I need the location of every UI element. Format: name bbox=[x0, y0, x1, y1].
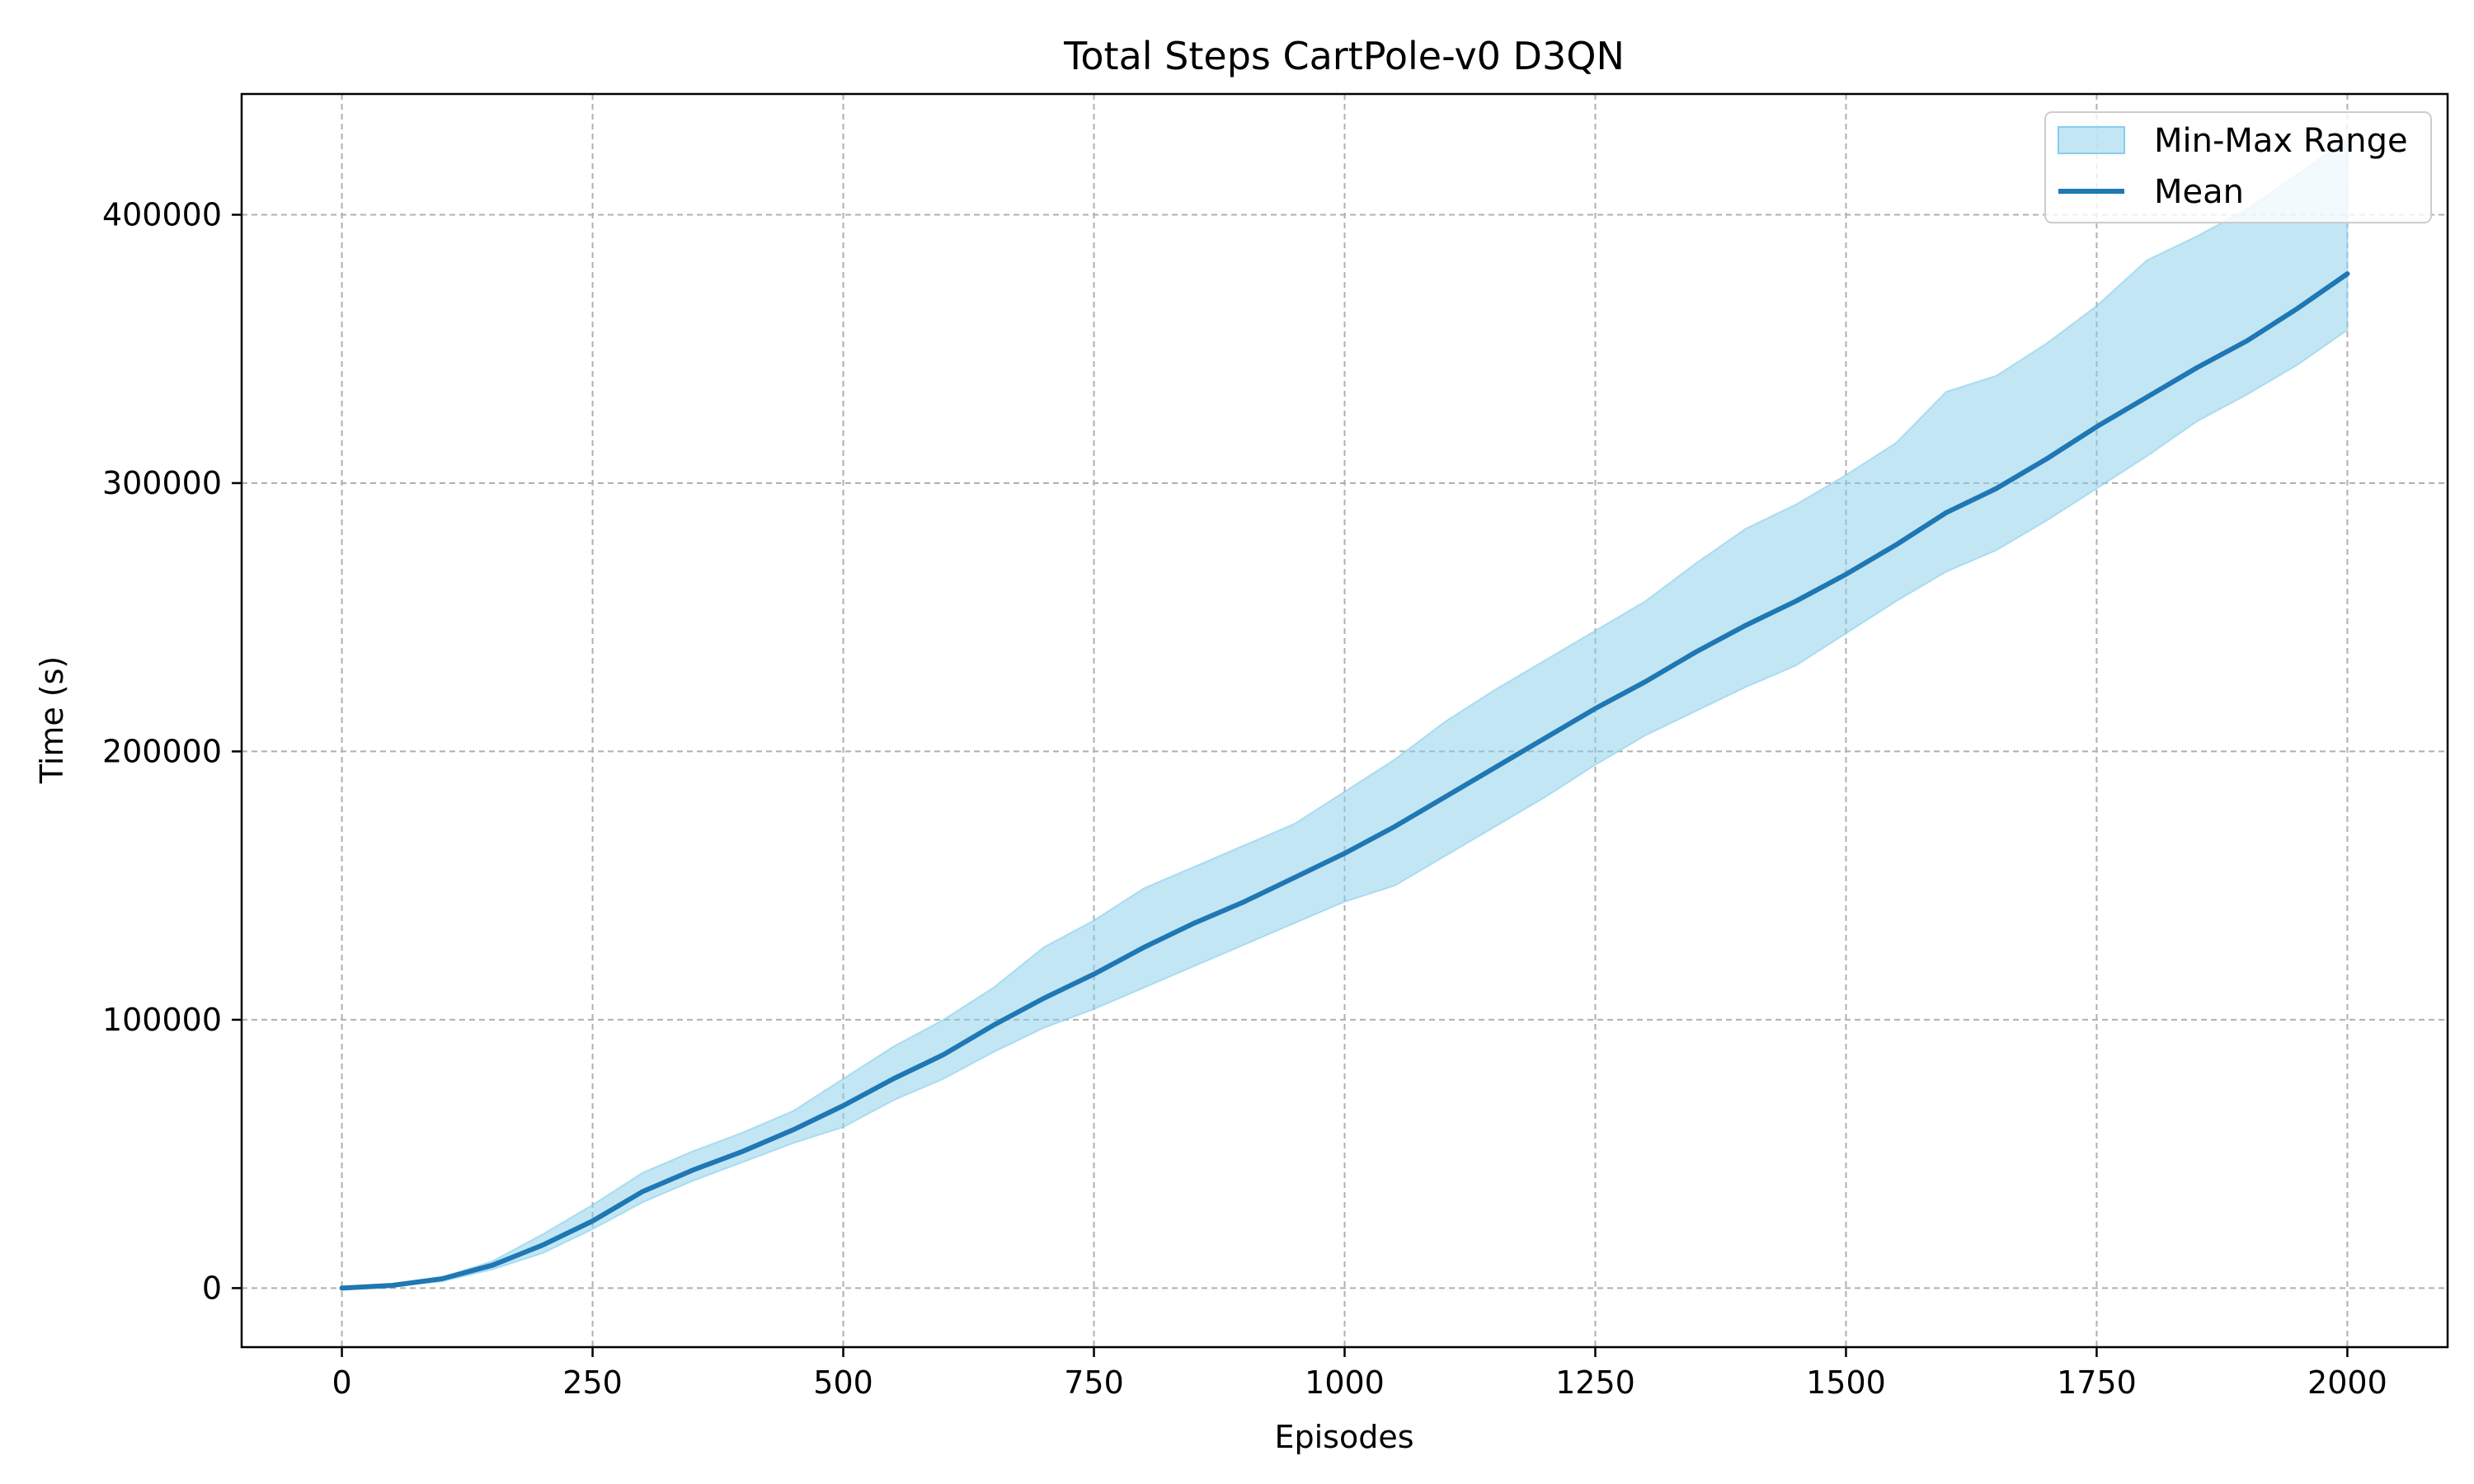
mean-line bbox=[339, 271, 2350, 1291]
x-axis-label: Episodes bbox=[1274, 1419, 1413, 1455]
chart-title: Total Steps CartPole-v0 D3QN bbox=[1063, 34, 1625, 78]
y-tick-label: 300000 bbox=[102, 465, 222, 501]
y-tick-label: 100000 bbox=[102, 1002, 222, 1038]
x-tick-label: 500 bbox=[813, 1364, 873, 1401]
y-tick-label: 200000 bbox=[102, 733, 222, 769]
x-tick-label: 2000 bbox=[2307, 1364, 2387, 1401]
axis-ticks: 0 250 500 750 1000 1250 1500 1750 2000 0 100000 200… bbox=[102, 196, 2387, 1401]
legend-box bbox=[2044, 111, 2432, 223]
y-axis-label: Time (s) bbox=[34, 656, 70, 785]
x-tick-label: 1750 bbox=[2057, 1364, 2137, 1401]
y-tick-label: 400000 bbox=[102, 196, 222, 232]
x-tick-label: 750 bbox=[1064, 1364, 1124, 1401]
legend: Min-Max Range Mean bbox=[2044, 111, 2432, 223]
x-tick-label: 1500 bbox=[1806, 1364, 1886, 1401]
x-tick-label: 0 bbox=[332, 1364, 351, 1401]
plot-area bbox=[339, 138, 2350, 1291]
min-max-range-band bbox=[341, 138, 2349, 1289]
x-tick-label: 1250 bbox=[1555, 1364, 1635, 1401]
x-tick-label: 1000 bbox=[1305, 1364, 1385, 1401]
x-tick-label: 250 bbox=[562, 1364, 623, 1401]
legend-label-mean: Mean bbox=[2154, 173, 2244, 211]
legend-swatch-range bbox=[2058, 126, 2125, 154]
legend-label-range: Min-Max Range bbox=[2154, 122, 2408, 160]
y-tick-label: 0 bbox=[202, 1270, 222, 1306]
